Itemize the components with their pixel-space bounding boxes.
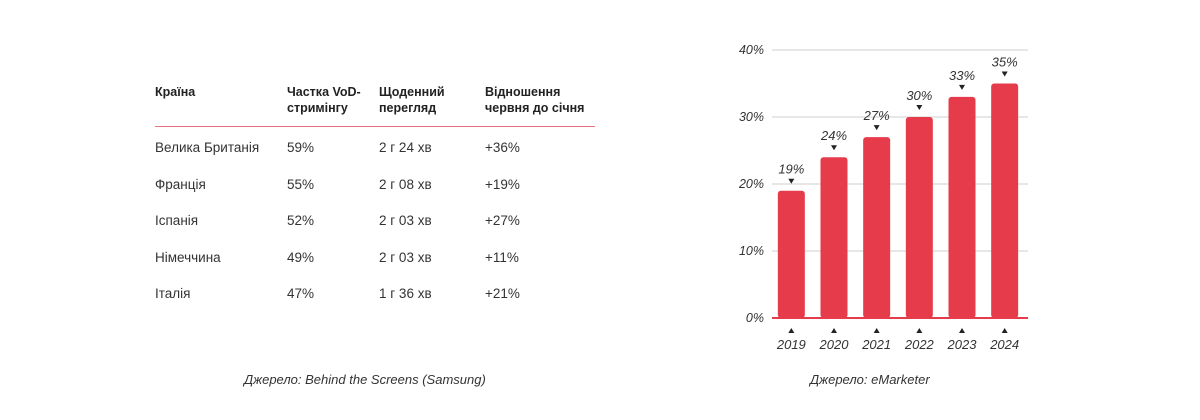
- bar: [991, 83, 1019, 318]
- header-daily-viewing-line1: Щоденний: [379, 85, 445, 99]
- cell-daily-viewing: 2 г 03 хв: [379, 249, 432, 265]
- cell-vod-share: 52%: [287, 213, 315, 229]
- x-tick-label: 2022: [904, 337, 935, 352]
- data-label: 19%: [778, 162, 804, 177]
- header-vod-share: Частка VoD- стримінгу: [287, 84, 361, 116]
- cell-country: Іспанія: [155, 213, 199, 229]
- data-label: 33%: [949, 68, 975, 83]
- x-tick-pointer: [788, 328, 795, 333]
- data-label-pointer: [916, 105, 923, 110]
- y-tick-label: 40%: [739, 43, 764, 57]
- bar: [905, 117, 933, 318]
- bar: [948, 96, 976, 319]
- vod-share-bar-chart: 0% 10% 20% 30% 40% 19% 2019 24% 2020 27% 2021 30% 20…: [738, 43, 1028, 352]
- x-tick-pointer: [916, 328, 923, 333]
- header-country-line1: Країна: [155, 85, 196, 99]
- data-label-pointer: [873, 125, 880, 131]
- bar: [820, 157, 848, 318]
- x-tick-pointer: [873, 328, 880, 333]
- cell-ratio: +36%: [485, 140, 520, 155]
- y-tick-label: 0%: [746, 311, 764, 325]
- cell-daily-viewing: 2 г 08 хв: [379, 176, 432, 192]
- table-row: Італія 47% 1 г 36 хв +21%: [155, 273, 595, 310]
- data-label: 27%: [863, 108, 890, 123]
- data-label: 30%: [906, 88, 932, 103]
- cell-vod-share: 49%: [287, 249, 315, 265]
- table-row: Франція 55% 2 г 08 хв +19%: [155, 164, 595, 201]
- y-tick-label: 20%: [738, 177, 764, 191]
- header-june-jan-ratio: Відношення червня до січня: [485, 84, 584, 116]
- cell-vod-share: 55%: [287, 176, 315, 192]
- data-label-pointer: [831, 145, 837, 151]
- bar: [863, 137, 891, 318]
- cell-ratio: +27%: [485, 213, 520, 229]
- x-tick-label: 2020: [819, 337, 850, 352]
- vod-table: Країна Частка VoD- стримінгу Щоденний пе…: [155, 70, 595, 310]
- header-vod-share-line1: Частка VoD-: [287, 85, 361, 99]
- y-tick-label: 30%: [739, 110, 764, 124]
- data-label-pointer: [1001, 71, 1008, 77]
- table-row: Велика Британія 59% 2 г 24 хв +36%: [155, 127, 595, 164]
- header-country: Країна: [155, 84, 195, 100]
- header-daily-viewing-line2: перегляд: [379, 101, 437, 115]
- cell-country: Італія: [155, 286, 191, 302]
- table-row: Іспанія 52% 2 г 03 хв +27%: [155, 200, 595, 237]
- header-ratio-line1: Відношення: [485, 85, 561, 99]
- cell-ratio: +11%: [485, 249, 519, 265]
- table-source: Джерело: Behind the Screens (Samsung): [244, 372, 486, 387]
- table-header: Країна Частка VoD- стримінгу Щоденний пе…: [155, 70, 595, 127]
- cell-ratio: +19%: [485, 176, 520, 192]
- x-tick-label: 2021: [861, 337, 891, 352]
- x-tick-pointer: [959, 328, 965, 333]
- x-tick-label: 2024: [989, 337, 1019, 352]
- cell-vod-share: 59%: [287, 140, 315, 155]
- header-ratio-line2: червня до січня: [485, 101, 585, 115]
- x-tick-pointer: [1001, 328, 1008, 333]
- x-tick-pointer: [831, 328, 837, 333]
- cell-country: Німеччина: [155, 249, 221, 265]
- header-vod-share-line2: стримінгу: [287, 101, 348, 115]
- y-tick-label: 10%: [739, 244, 764, 258]
- bar: [777, 190, 805, 318]
- data-label: 35%: [992, 55, 1018, 70]
- data-label: 24%: [820, 128, 847, 143]
- cell-daily-viewing: 2 г 24 хв: [379, 140, 432, 155]
- cell-country: Франція: [155, 176, 206, 192]
- cell-daily-viewing: 1 г 36 хв: [379, 286, 432, 302]
- table-row: Німеччина 49% 2 г 03 хв +11%: [155, 237, 595, 274]
- x-tick-label: 2019: [776, 337, 806, 352]
- data-label-pointer: [788, 178, 795, 184]
- cell-daily-viewing: 2 г 03 хв: [379, 213, 432, 229]
- cell-ratio: +21%: [485, 286, 520, 302]
- cell-vod-share: 47%: [287, 286, 315, 302]
- header-daily-viewing: Щоденний перегляд: [379, 84, 445, 116]
- data-label-pointer: [959, 84, 965, 90]
- x-tick-label: 2023: [947, 337, 978, 352]
- chart-source: Джерело: eMarketer: [810, 372, 930, 387]
- cell-country: Велика Британія: [155, 140, 260, 155]
